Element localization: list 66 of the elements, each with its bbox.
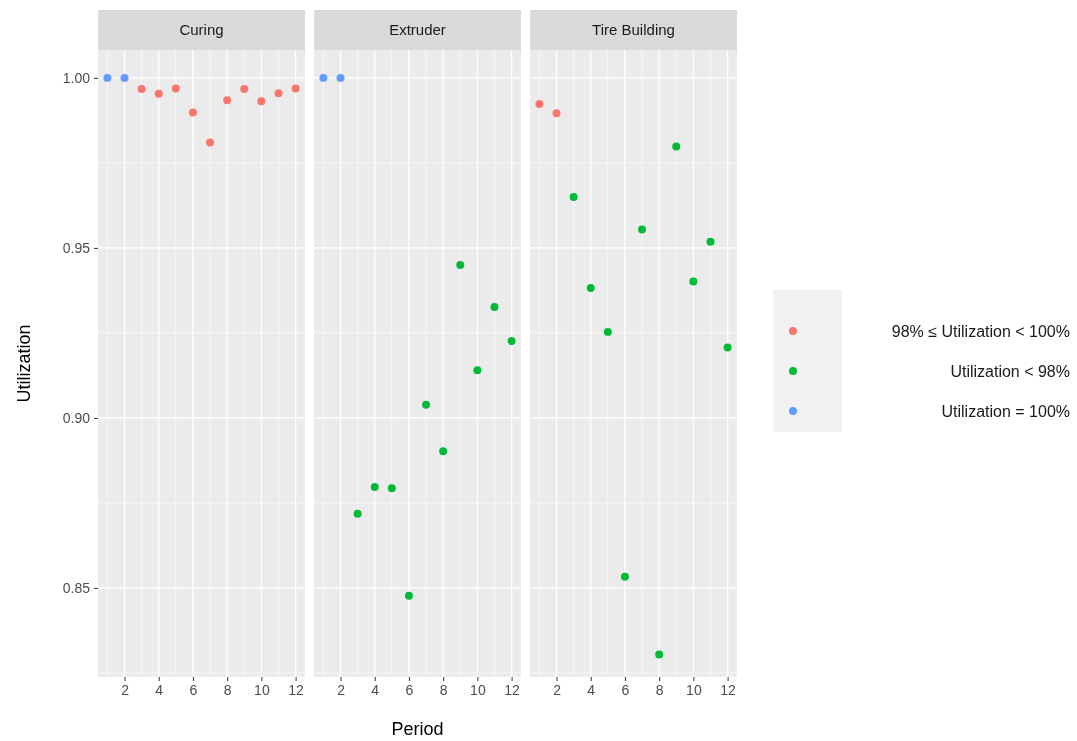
x-tick-label: 4 xyxy=(155,681,164,698)
y-axis-title: Utilization xyxy=(14,324,34,403)
x-tick-label: 12 xyxy=(504,681,521,698)
x-tick-label: 2 xyxy=(121,681,130,698)
point xyxy=(638,225,647,234)
x-tick-label: 2 xyxy=(553,681,562,698)
point xyxy=(535,100,544,109)
x-tick-label: 6 xyxy=(405,681,414,698)
point xyxy=(439,447,448,456)
point xyxy=(603,327,612,336)
point xyxy=(120,73,129,82)
x-tick-label: 4 xyxy=(371,681,380,698)
text: Utilization = 100% xyxy=(941,403,1070,420)
x-tick-label: 8 xyxy=(439,681,448,698)
point xyxy=(689,277,698,286)
point xyxy=(223,96,232,105)
y-tick-label: 0.95 xyxy=(62,239,91,256)
point xyxy=(490,303,499,312)
x-tick-label: 10 xyxy=(470,681,486,698)
point xyxy=(387,484,396,493)
point xyxy=(569,192,578,201)
x-tick-label: 4 xyxy=(587,681,596,698)
point xyxy=(586,284,595,292)
x-tick-label: 10 xyxy=(686,681,702,698)
point xyxy=(507,337,516,346)
x-tick-label: 10 xyxy=(254,681,270,698)
point xyxy=(188,108,197,117)
x-tick-label: 6 xyxy=(189,681,198,698)
x-tick-label: 12 xyxy=(288,681,305,698)
y-tick-label: 0.85 xyxy=(62,579,91,596)
x-tick-label: 2 xyxy=(337,681,346,698)
chart-title: Tire Building xyxy=(592,21,675,38)
point xyxy=(422,400,431,409)
x-tick-label: 6 xyxy=(621,681,630,698)
point xyxy=(206,138,215,147)
point xyxy=(154,89,163,98)
chart-title: Curing xyxy=(179,21,224,38)
point xyxy=(404,591,413,600)
point xyxy=(370,482,379,491)
point xyxy=(353,509,362,518)
point xyxy=(620,572,629,581)
point xyxy=(103,73,112,82)
x-tick-label: 8 xyxy=(655,681,664,698)
chart-title: Extruder xyxy=(389,21,446,38)
point xyxy=(456,260,465,269)
x-tick-label: 12 xyxy=(720,681,737,698)
point xyxy=(473,366,482,375)
point xyxy=(655,650,664,659)
point xyxy=(137,85,146,94)
point xyxy=(336,73,345,82)
point xyxy=(706,237,715,246)
point xyxy=(672,142,681,151)
point xyxy=(171,84,180,93)
text: 98% ≤ Utilization < 100% xyxy=(891,323,1070,340)
x-tick-label: 8 xyxy=(223,681,232,698)
x-axis-title: Period xyxy=(391,719,444,739)
point xyxy=(274,89,283,98)
y-tick-label: 0.90 xyxy=(62,409,91,426)
point xyxy=(319,73,328,82)
point xyxy=(240,85,249,94)
text: Utilization < 98% xyxy=(950,363,1070,380)
point xyxy=(552,109,561,118)
point xyxy=(291,84,300,93)
point xyxy=(257,97,266,106)
point xyxy=(723,343,732,352)
y-tick-label: 1.00 xyxy=(62,69,91,86)
